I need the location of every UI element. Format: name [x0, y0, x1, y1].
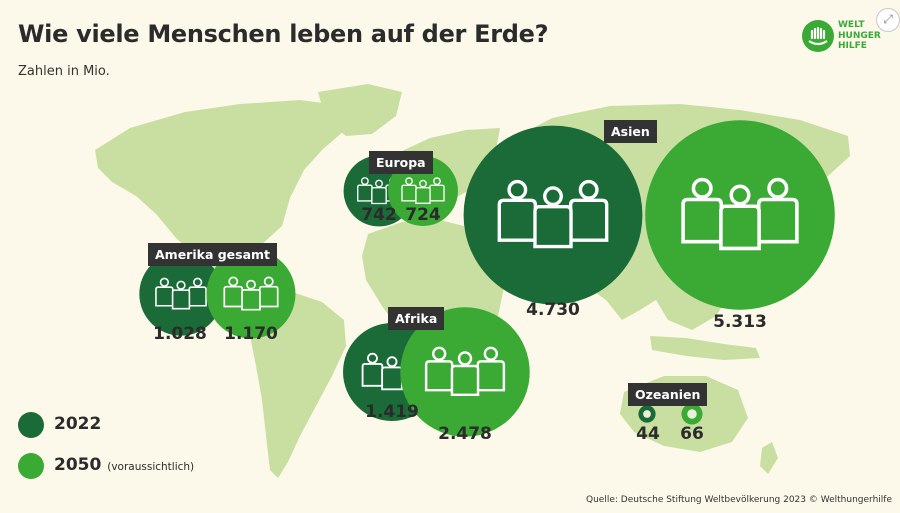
legend-label-2022: 2022: [54, 414, 102, 434]
welthungerhilfe-logo: WELT HUNGER HILFE: [802, 20, 892, 56]
page-subtitle: Zahlen in Mio.: [18, 64, 110, 79]
map-indonesia: [650, 336, 760, 360]
people-icon: [497, 179, 609, 249]
value-label-amerika-2022: 1.028: [153, 324, 207, 344]
source-note: Quelle: Deutsche Stiftung Weltbevölkerun…: [586, 495, 892, 505]
legend-swatch-2050: [18, 453, 44, 479]
people-icon: [681, 177, 799, 251]
legend-note-2050: (voraussichtlich): [107, 461, 195, 473]
value-label-afrika-2050: 2.478: [438, 424, 492, 444]
bubble-ozeanien-2050: [681, 403, 703, 425]
bubble-asien-2050: [645, 120, 835, 310]
bubble-ozeanien-2022: [638, 405, 656, 423]
expand-icon[interactable]: ⤢: [876, 8, 900, 32]
logo-wordmark: WELT HUNGER HILFE: [838, 20, 881, 51]
region-label-ozeanien: Ozeanien: [628, 383, 708, 406]
value-label-amerika-2050: 1.170: [224, 324, 278, 344]
people-icon: [155, 277, 207, 310]
people-icon: [401, 177, 445, 205]
legend-swatch-2022: [18, 412, 44, 438]
map-north-america: [95, 100, 352, 268]
region-label-afrika: Afrika: [388, 307, 445, 330]
map-greenland: [318, 84, 402, 136]
map-south-america: [250, 292, 346, 478]
map-new-zealand: [760, 442, 778, 474]
value-label-europa-2050: 724: [405, 205, 441, 225]
wheat-logo-icon: [802, 20, 834, 52]
bubble-amerika-2022: [139, 252, 223, 336]
value-label-ozeanien-2050: 66: [680, 424, 704, 444]
region-label-amerika: Amerika gesamt: [148, 243, 278, 266]
people-icon: [424, 346, 506, 397]
value-label-asien-2022: 4.730: [526, 300, 580, 320]
value-label-europa-2022: 742: [361, 205, 397, 225]
value-label-ozeanien-2022: 44: [636, 424, 660, 444]
region-label-asien: Asien: [604, 120, 657, 143]
legend-label-2050: 2050 (voraussichtlich): [54, 455, 195, 475]
region-label-europa: Europa: [369, 151, 433, 174]
bubble-asien-2022: [463, 125, 643, 305]
bubble-amerika-2050: [206, 249, 296, 339]
page-title: Wie viele Menschen leben auf der Erde?: [18, 20, 549, 48]
bubble-afrika-2050: [400, 307, 530, 437]
people-icon: [223, 276, 279, 311]
value-label-asien-2050: 5.313: [713, 312, 767, 332]
value-label-afrika-2022: 1.419: [365, 402, 419, 422]
